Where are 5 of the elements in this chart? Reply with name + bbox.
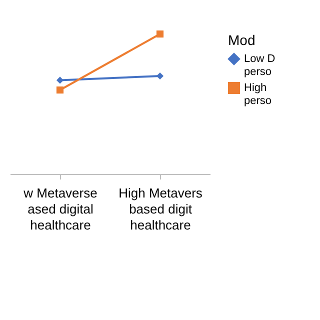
x-tick-label: High Metavers based digit healthcare [118, 186, 203, 232]
x-tick-label: w Metaverse ased digital healthcare [22, 186, 98, 232]
legend-label: Low D perso [244, 53, 276, 78]
legend-label: High perso [244, 82, 272, 107]
legend-title: Mod [228, 32, 256, 48]
